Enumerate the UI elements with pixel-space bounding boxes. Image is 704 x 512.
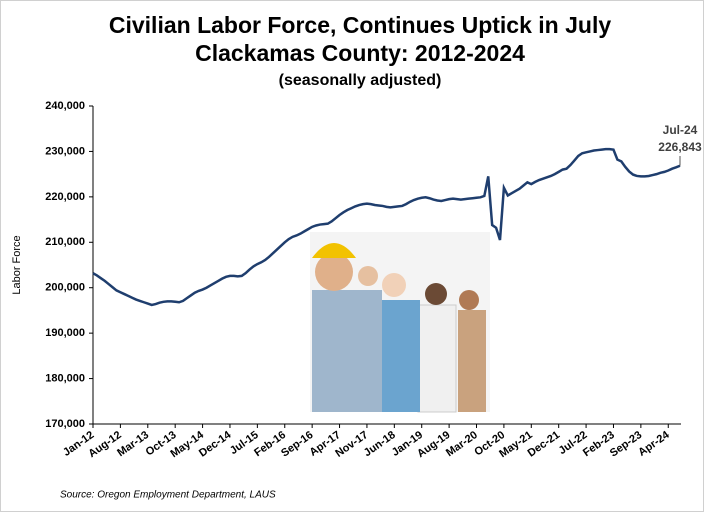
annotation-period: Jul-24 bbox=[663, 123, 698, 137]
worker-head bbox=[425, 283, 447, 305]
worker-head bbox=[358, 266, 378, 286]
worker-figure bbox=[418, 305, 456, 412]
chart: Civilian Labor Force, Continues Uptick i… bbox=[0, 0, 704, 512]
y-tick-label: 190,000 bbox=[45, 327, 85, 339]
y-tick-label: 180,000 bbox=[45, 372, 85, 384]
worker-head bbox=[382, 273, 406, 297]
chart-subtitle: (seasonally adjusted) bbox=[279, 72, 442, 89]
annotation-value: 226,843 bbox=[658, 140, 702, 154]
y-tick-label: 210,000 bbox=[45, 236, 85, 248]
y-tick-label: 230,000 bbox=[45, 145, 85, 157]
y-tick-label: 240,000 bbox=[45, 100, 85, 112]
y-tick-label: 170,000 bbox=[45, 418, 85, 430]
chart-title: Civilian Labor Force, Continues Uptick i… bbox=[109, 12, 611, 38]
y-axis-label: Labor Force bbox=[11, 235, 23, 294]
worker-head bbox=[315, 253, 353, 291]
worker-figure bbox=[312, 290, 382, 412]
chart-title: Clackamas County: 2012-2024 bbox=[195, 40, 525, 66]
frame: Civilian Labor Force, Continues Uptick i… bbox=[0, 0, 704, 512]
body: {"chart_data": {"type": "line", "title":… bbox=[0, 0, 704, 512]
y-tick-label: 200,000 bbox=[45, 282, 85, 294]
worker-head bbox=[459, 290, 479, 310]
source-note: Source: Oregon Employment Department, LA… bbox=[60, 490, 276, 501]
y-tick-label: 220,000 bbox=[45, 191, 85, 203]
page: Civilian Labor Force body { margin: 0; f… bbox=[0, 0, 704, 512]
photo bbox=[310, 232, 490, 412]
worker-figure bbox=[458, 310, 486, 412]
